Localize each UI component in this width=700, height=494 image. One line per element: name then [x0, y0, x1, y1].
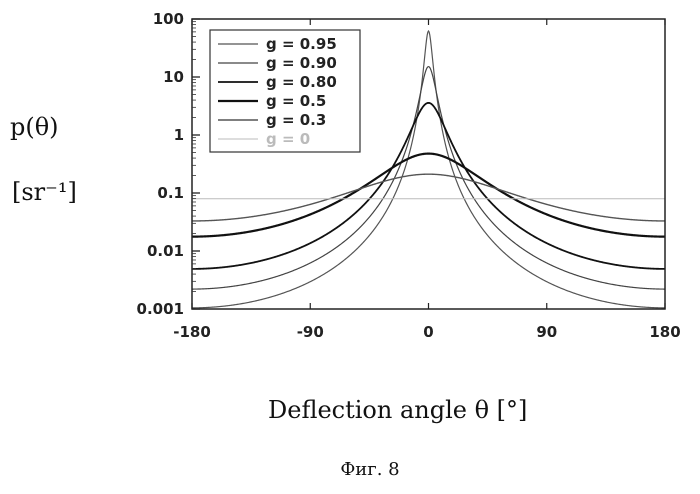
y-tick-label: 0.001: [137, 300, 184, 318]
series-line-2: [192, 101, 665, 270]
y-axis-ticks: 0.001 0.01 0.1 1 10 100: [137, 10, 200, 318]
legend-label: g = 0.90: [266, 54, 337, 72]
y-axis-label: p(θ): [10, 113, 59, 141]
legend-label: g = 0.80: [266, 73, 337, 91]
legend-label: g = 0.95: [266, 35, 337, 53]
x-tick-label: 180: [649, 323, 680, 341]
x-tick-label: 90: [536, 323, 557, 341]
x-tick-label: 0: [423, 323, 433, 341]
x-tick-label: -180: [173, 323, 211, 341]
y-tick-label: 100: [153, 10, 184, 28]
figure-caption: Фиг. 8: [340, 459, 399, 480]
legend: g = 0.95g = 0.90g = 0.80g = 0.5g = 0.3g …: [209, 29, 361, 153]
series-line-3: [192, 152, 665, 238]
legend-label: g = 0: [266, 130, 310, 148]
y-tick-label: 10: [163, 68, 184, 86]
y-tick-label: 0.1: [157, 184, 184, 202]
y-axis-unit: [sr⁻¹]: [12, 178, 77, 206]
series-curves: [192, 29, 665, 309]
series-line-0: [192, 29, 665, 309]
series-line-1: [192, 65, 665, 290]
legend-label: g = 0.3: [266, 111, 326, 129]
legend-label: g = 0.5: [266, 92, 326, 110]
y-tick-label: 1: [174, 126, 184, 144]
x-axis-ticks: -180 -90 0 90 180: [173, 19, 681, 341]
legend-box: [209, 29, 361, 153]
series-line-4: [192, 173, 665, 222]
x-axis-label: Deflection angle θ [°]: [268, 396, 527, 424]
y-tick-label: 0.01: [147, 242, 184, 260]
x-tick-label: -90: [297, 323, 324, 341]
